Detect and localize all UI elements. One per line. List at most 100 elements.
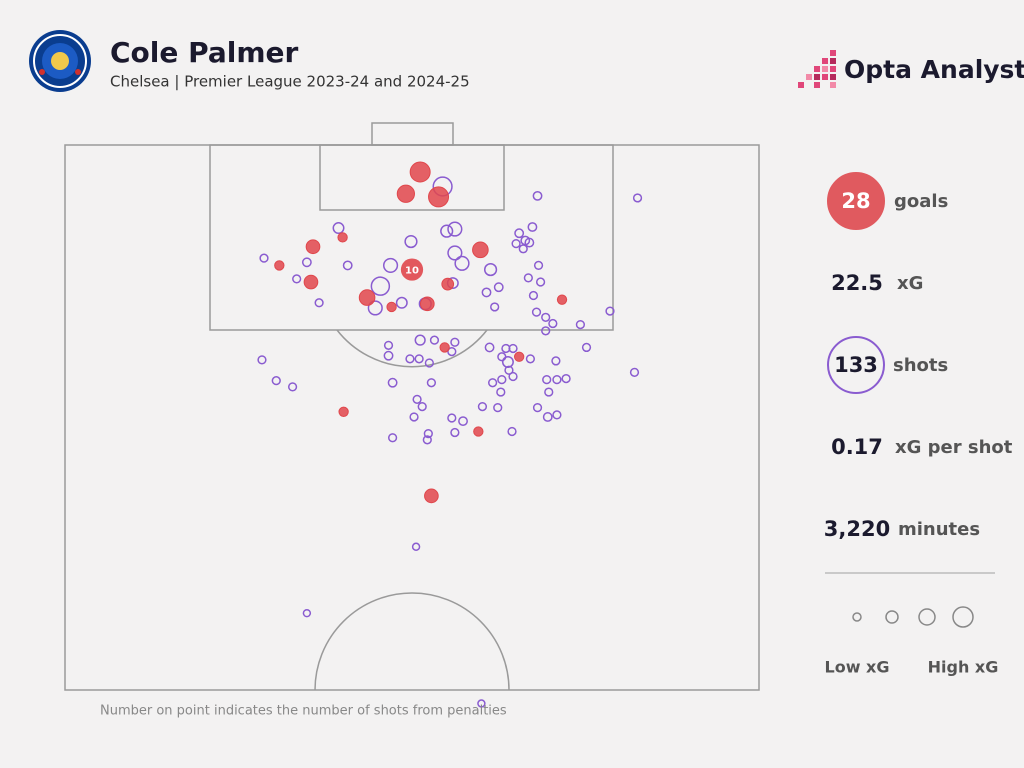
shot: [302, 608, 312, 618]
shot: [429, 335, 440, 345]
shot: [575, 319, 586, 330]
shot: [541, 312, 551, 322]
goal-shot: [305, 239, 321, 255]
shot: [477, 401, 488, 412]
shot: [493, 282, 504, 293]
stat-value: 28: [841, 189, 870, 213]
footnote: Number on point indicates the number of …: [100, 704, 507, 719]
shot: [426, 378, 437, 388]
goal-shot: [338, 406, 349, 417]
shot: [488, 378, 498, 388]
shot: [450, 427, 460, 438]
penalty-count: 10: [405, 266, 419, 277]
shot: [447, 413, 457, 423]
shot: [454, 255, 470, 271]
shot: [551, 356, 561, 366]
shot: [395, 296, 408, 309]
shot: [271, 376, 281, 386]
goal-shot: [396, 184, 416, 203]
shot: [542, 374, 552, 385]
shot: [497, 352, 507, 362]
stat-label: goals: [894, 191, 948, 212]
shot: [447, 346, 457, 357]
shot: [527, 222, 538, 232]
shot: [447, 221, 463, 237]
shot: [458, 416, 468, 427]
shot: [504, 365, 514, 375]
shot: [370, 276, 391, 296]
stat-badge: [827, 336, 885, 394]
shot: [414, 334, 426, 346]
shot: [484, 342, 495, 353]
shot: [481, 287, 492, 298]
shot: [532, 403, 543, 413]
penalty-shot: [400, 258, 424, 281]
shot: [387, 377, 398, 388]
shot: [511, 238, 521, 249]
title: Cole Palmer: [110, 36, 299, 69]
shot: [483, 262, 498, 277]
shot: [532, 190, 543, 201]
shot: [342, 260, 353, 271]
shot: [409, 412, 419, 422]
shot: [518, 244, 528, 254]
shot: [501, 355, 514, 368]
shot: [507, 426, 517, 437]
shot: [561, 373, 571, 384]
shot: [632, 193, 643, 203]
shot: [383, 350, 394, 361]
goal-shot: [409, 161, 431, 183]
shot: [528, 290, 539, 301]
shot: [493, 403, 503, 413]
shot: [422, 435, 432, 445]
goal-shot: [472, 241, 489, 259]
shot: [423, 428, 433, 439]
stat-label: xG: [897, 273, 923, 294]
pitch: [64, 122, 760, 691]
stat-badge: [827, 172, 885, 230]
legend-high: High xG: [928, 658, 999, 677]
club-badge: [29, 30, 91, 92]
shot: [490, 302, 500, 312]
shot: [292, 274, 302, 284]
shot: [523, 273, 533, 283]
goal-shot: [441, 277, 455, 291]
shot: [301, 257, 312, 268]
goal-shot: [274, 260, 285, 271]
stat-label: xG per shot: [895, 437, 1013, 458]
shot: [524, 237, 535, 248]
shot: [417, 401, 427, 412]
shot: [508, 343, 518, 354]
shot: [533, 260, 544, 271]
shot: [497, 374, 507, 385]
brand-name: Opta Analyst: [844, 55, 1024, 84]
legend-low: Low xG: [825, 658, 890, 677]
goal-shot: [337, 232, 348, 243]
goal-shot: [556, 294, 568, 305]
shot: [525, 354, 536, 364]
goal-shot: [424, 488, 439, 504]
size-legend: [852, 606, 974, 628]
shot: [544, 387, 554, 397]
shot: [414, 354, 424, 364]
stat-label: minutes: [898, 519, 980, 540]
shot: [548, 318, 558, 329]
shot: [447, 245, 463, 261]
shot: [387, 433, 398, 443]
shot: [257, 355, 267, 365]
shot: [581, 342, 592, 353]
goal-shot: [473, 426, 484, 437]
shot: [542, 412, 553, 422]
shot: [440, 224, 454, 238]
shot: [514, 228, 525, 239]
shot: [382, 257, 399, 273]
shot: [535, 277, 546, 287]
brand-logo: [798, 50, 836, 88]
shot: [424, 358, 434, 368]
stat-value: 3,220: [824, 517, 890, 541]
stat-value: 0.17: [831, 435, 883, 459]
shot: [314, 298, 324, 308]
shot: [508, 371, 518, 382]
shot: [477, 699, 486, 708]
